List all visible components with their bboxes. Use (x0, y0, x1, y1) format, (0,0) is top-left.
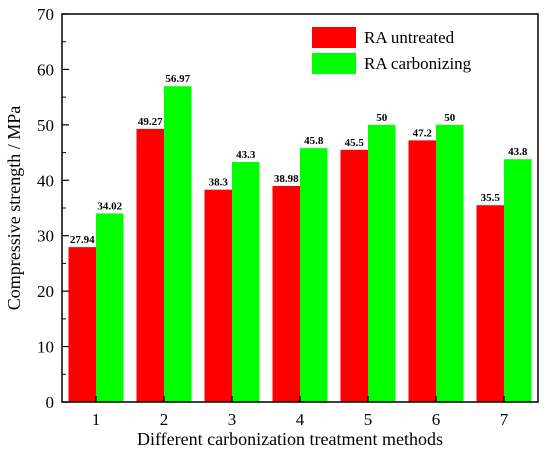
bar-series-1-cat-7 (476, 205, 504, 402)
y-tick-label-50: 50 (37, 116, 54, 135)
data-label-series-1-cat-6: 47.2 (413, 127, 433, 139)
data-label-series-1-cat-1: 27.94 (70, 234, 95, 246)
x-tick-label-5: 5 (364, 410, 373, 429)
bar-series-2-cat-2 (164, 86, 192, 403)
y-axis-title: Compressive strength / MPa (4, 106, 24, 311)
data-label-series-2-cat-1: 34.02 (97, 200, 122, 212)
x-tick-label-4: 4 (296, 410, 305, 429)
legend-label-ra-carbonizing: RA carbonizing (364, 54, 472, 73)
data-label-series-2-cat-2: 56.97 (165, 73, 190, 85)
bar-series-1-cat-2 (136, 128, 164, 402)
bar-series-1-cat-3 (204, 189, 232, 402)
data-label-series-1-cat-4: 38.98 (274, 173, 299, 185)
bar-series-2-cat-4 (300, 148, 328, 402)
bar-series-2-cat-6 (436, 124, 464, 402)
x-tick-label-2: 2 (160, 410, 169, 429)
x-tick-label-6: 6 (432, 410, 441, 429)
bar-series-2-cat-3 (232, 161, 260, 402)
bar-series-1-cat-6 (408, 140, 436, 402)
bar-series-2-cat-1 (96, 213, 124, 402)
bar-series-2-cat-5 (368, 124, 396, 402)
data-label-series-2-cat-6: 50 (444, 112, 456, 124)
data-label-series-1-cat-2: 49.27 (138, 116, 163, 128)
y-tick-label-60: 60 (37, 60, 54, 79)
legend-swatch-ra-untreated (312, 27, 356, 48)
y-tick-label-70: 70 (37, 5, 54, 24)
bar-series-1-cat-1 (68, 247, 96, 402)
data-label-series-2-cat-3: 43.3 (236, 149, 256, 161)
legend-label-ra-untreated: RA untreated (364, 28, 455, 47)
x-tick-label-1: 1 (92, 410, 101, 429)
bar-series-1-cat-4 (272, 185, 300, 402)
bars-layer (68, 86, 532, 403)
y-tick-label-10: 10 (37, 338, 54, 357)
data-label-series-1-cat-5: 45.5 (345, 137, 365, 149)
bar-series-1-cat-5 (340, 149, 368, 402)
y-tick-label-30: 30 (37, 227, 54, 246)
y-tick-label-0: 0 (46, 393, 55, 412)
data-label-series-1-cat-3: 38.3 (209, 177, 229, 189)
y-tick-label-20: 20 (37, 282, 54, 301)
x-axis-title: Different carbonization treatment method… (137, 429, 443, 449)
x-tick-label-7: 7 (500, 410, 509, 429)
data-labels-layer: 27.94 34.02 49.27 56.97 38.3 43.3 38.98 45.8 45.… (70, 73, 528, 246)
data-label-series-1-cat-7: 35.5 (481, 192, 501, 204)
bar-series-2-cat-7 (504, 159, 532, 402)
data-label-series-2-cat-5: 50 (376, 112, 388, 124)
data-label-series-2-cat-4: 45.8 (304, 135, 324, 147)
legend: RA untreated RA carbonizing (312, 27, 472, 74)
y-tick-label-40: 40 (37, 171, 54, 190)
x-tick-label-3: 3 (228, 410, 237, 429)
legend-swatch-ra-carbonizing (312, 53, 356, 74)
data-label-series-2-cat-7: 43.8 (508, 146, 528, 158)
